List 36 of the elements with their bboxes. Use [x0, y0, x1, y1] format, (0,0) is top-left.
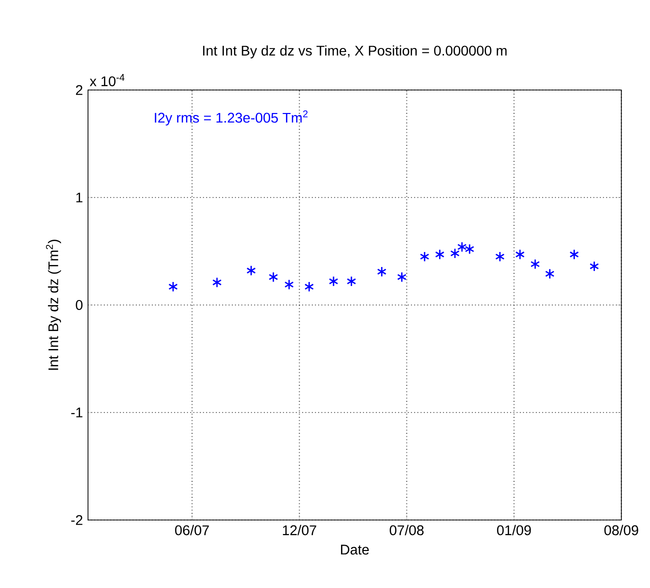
y-tick-label: 2 — [76, 85, 82, 95]
point — [212, 277, 222, 288]
point — [420, 251, 430, 262]
y-tick-label: 1 — [76, 192, 82, 202]
y-tick-label: 0 — [76, 300, 83, 310]
point — [515, 249, 525, 260]
point — [328, 276, 338, 287]
point — [530, 258, 540, 270]
y-axis-title: Int Int By dz dz (Tm$^{2}$) — [46, 240, 62, 370]
point — [590, 260, 599, 272]
point — [457, 242, 467, 252]
point — [495, 251, 505, 262]
annotation: I2y rms = 1.23e-005 Tm$^{2}$ — [154, 110, 308, 126]
point — [304, 281, 314, 292]
point — [346, 276, 356, 287]
point — [284, 279, 294, 290]
x-tick-label: 06/07 — [175, 524, 209, 536]
point — [377, 266, 386, 278]
point — [450, 248, 460, 259]
x-tick-label: 01/09 — [497, 524, 531, 536]
point — [246, 265, 256, 276]
point — [545, 268, 555, 280]
x-tick-label: 12/07 — [282, 524, 316, 536]
y-tick-label: -1 — [71, 408, 82, 418]
point — [569, 249, 579, 260]
point — [168, 281, 178, 292]
point — [268, 272, 278, 282]
x-tick-label: 08/09 — [604, 524, 638, 536]
point — [397, 272, 407, 282]
text: x 10$^{-4}$ — [90, 74, 124, 86]
x-axis-title: Date — [341, 544, 369, 555]
chart-title: Int Int By dz dz vs Time, X Position = 0.000000 m — [203, 45, 507, 58]
x-tick-label: 07/08 — [390, 524, 424, 536]
point — [435, 249, 444, 260]
point — [464, 244, 474, 254]
y-tick-label: -2 — [71, 515, 82, 525]
